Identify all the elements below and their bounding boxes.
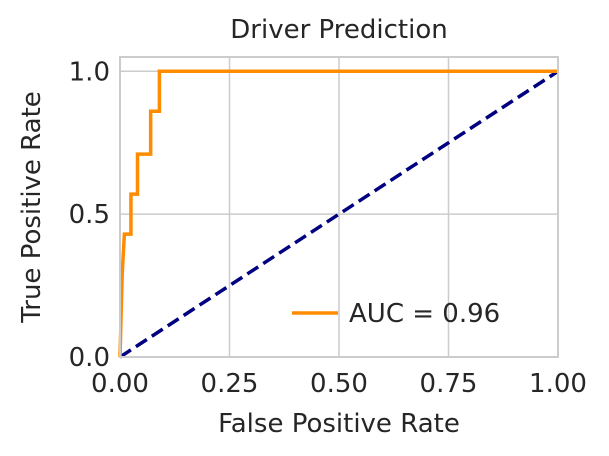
x-tick-labels: 0.00 0.25 0.50 0.75 1.00 [91,369,587,399]
chance-line [119,69,559,359]
legend: AUC = 0.96 [292,299,500,329]
y-tick-label: 0.5 [69,200,110,230]
y-tick-label: 1.0 [69,57,110,87]
x-axis-label: False Positive Rate [218,409,460,439]
legend-label-roc: AUC = 0.96 [349,299,500,329]
chart-title: Driver Prediction [230,15,447,45]
x-tick-label: 0.00 [91,369,149,399]
roc-curve-line [118,69,558,358]
x-tick-label: 0.75 [420,369,478,399]
y-axis-label: True Positive Rate [17,91,47,324]
x-tick-label: 0.50 [310,369,368,399]
plot-frame [119,56,559,358]
x-tick-label: 0.25 [201,369,259,399]
y-tick-label: 0.0 [69,343,110,373]
y-tick-labels: 0.0 0.5 1.0 [69,57,110,373]
x-tick-label: 1.00 [529,369,587,399]
series-layer [118,69,559,359]
